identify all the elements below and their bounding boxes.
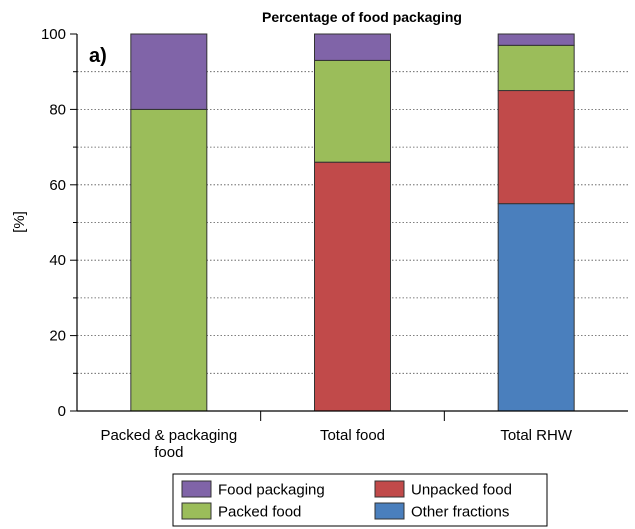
x-tick-label-line: food: [154, 444, 183, 461]
bar-segment: [497, 44, 575, 92]
legend-label: Other fractions: [411, 504, 509, 521]
bar-segment: [314, 59, 391, 163]
legend-swatch: [181, 480, 212, 498]
legend-label: Packed food: [218, 504, 301, 521]
bar-segment: [497, 203, 575, 412]
y-tick-label: 80: [49, 101, 66, 118]
y-tick-label: 20: [49, 328, 66, 345]
bar-segment: [314, 33, 391, 61]
y-tick-label: 0: [58, 403, 66, 420]
bar-segment: [314, 161, 391, 412]
x-tick-label: Total food: [320, 427, 385, 444]
x-tick-label: Packed & packaging food: [100, 427, 237, 461]
y-tick-label: 100: [41, 26, 66, 43]
chart-title: Percentage of food packaging: [262, 9, 462, 25]
y-tick-label: 60: [49, 177, 66, 194]
bar-segment: [497, 33, 575, 46]
panel-label: a): [89, 45, 107, 67]
bar-segment: [130, 33, 208, 110]
legend-swatch: [374, 480, 405, 498]
legend-swatch: [181, 502, 212, 520]
y-axis-label: [%]: [11, 211, 28, 233]
y-tick-label: 40: [49, 252, 66, 269]
legend-label: Food packaging: [218, 482, 325, 499]
legend: Food packaging Unpacked food Packed food Ot…: [172, 473, 548, 527]
legend-box: [172, 473, 548, 527]
x-tick-label-line: Packed & packaging: [100, 427, 237, 444]
x-tick-label-line: Total food: [320, 427, 385, 444]
legend-swatch: [374, 502, 405, 520]
legend-label: Unpacked food: [411, 482, 512, 499]
bars: [130, 33, 575, 412]
x-tick-label-line: Total RHW: [500, 427, 573, 444]
bar-segment: [130, 108, 208, 412]
bar-segment: [497, 90, 575, 205]
x-tick-label: Total RHW: [500, 427, 573, 444]
axes: Packed & packaging food Total food Total RH…: [41, 26, 628, 461]
